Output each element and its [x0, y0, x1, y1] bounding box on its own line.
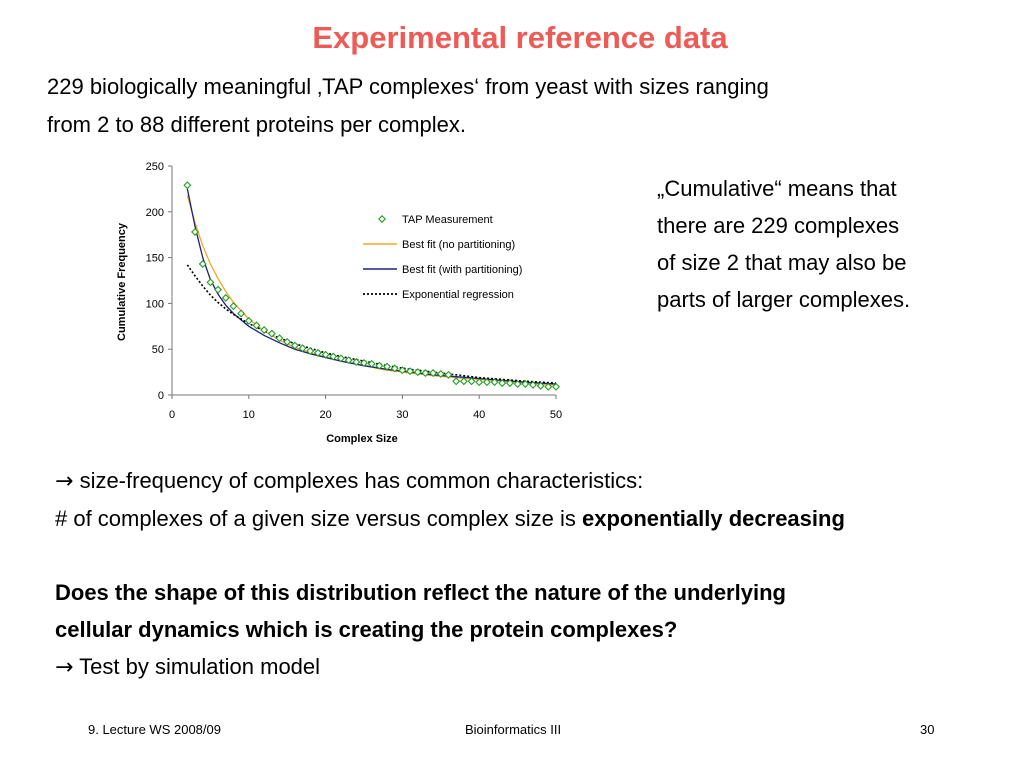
data-point	[413, 368, 422, 377]
data-point	[191, 227, 200, 236]
main-text: → size-frequency of complexes has common…	[55, 462, 1015, 686]
data-point	[452, 377, 461, 386]
slide-title: Experimental reference data	[312, 20, 728, 55]
data-point	[321, 350, 330, 359]
data-point	[283, 337, 292, 346]
data-point	[459, 377, 468, 386]
data-point	[244, 316, 253, 325]
x-tick-label: 10	[243, 409, 255, 421]
data-point	[398, 366, 407, 375]
data-point	[552, 382, 560, 391]
footer-course: Bioinformatics III	[465, 722, 562, 737]
data-point	[406, 367, 415, 376]
question-line-1: Does the shape of this distribution refl…	[55, 580, 786, 605]
test-line-text: Test by simulation model	[79, 654, 321, 679]
data-point	[344, 356, 353, 365]
data-point	[275, 334, 284, 343]
y-axis-title: Cumulative Frequency	[116, 222, 128, 341]
test-line: → Test by simulation model	[55, 648, 1015, 686]
x-tick-label: 50	[550, 409, 562, 421]
footer-lecture: 9. Lecture WS 2008/09	[88, 722, 221, 737]
data-point	[467, 377, 476, 386]
data-point	[544, 382, 553, 391]
data-point	[290, 341, 299, 350]
data-point	[383, 362, 392, 371]
note-line-1: „Cumulative“ means that	[657, 176, 897, 201]
point-2-bold: exponentially decreasing	[582, 506, 845, 531]
data-point	[329, 352, 338, 361]
chart-svg: 0 50 100 150 200 250 0 10 20 30 40 50 Cumulative Fr…	[116, 161, 562, 445]
question-line-2: cellular dynamics which is creating the …	[55, 617, 678, 642]
data-point	[260, 325, 269, 334]
footer-page-number: 30	[920, 722, 935, 737]
y-tick-label: 0	[158, 390, 164, 402]
best-fit-with-partitioning-line	[186, 188, 557, 385]
point-1: → size-frequency of complexes has common…	[55, 462, 1015, 500]
point-2: # of complexes of a given size versus co…	[55, 500, 1015, 537]
data-point	[390, 364, 399, 373]
data-point	[482, 378, 491, 387]
data-point	[306, 347, 315, 356]
intro-text: 229 biologically meaningful ‚TAP complex…	[47, 68, 967, 144]
data-point	[206, 278, 215, 287]
cumulative-note: „Cumulative“ means that there are 229 co…	[657, 170, 987, 318]
cumulative-frequency-chart: 0 50 100 150 200 250 0 10 20 30 40 50 Cumulative Fr…	[108, 154, 578, 450]
data-point	[367, 359, 376, 368]
arrow-icon: →	[55, 469, 74, 494]
data-point	[505, 379, 514, 388]
data-point	[475, 378, 484, 387]
y-tick-label: 150	[146, 253, 164, 265]
data-point	[436, 369, 445, 378]
data-point	[198, 260, 207, 268]
data-point	[490, 378, 499, 387]
data-point	[352, 358, 361, 367]
x-tick-label: 30	[396, 409, 408, 421]
chart-legend: TAP Measurement Best fit (no partitioning…	[363, 214, 522, 301]
data-point	[237, 309, 246, 318]
data-point	[536, 381, 545, 390]
data-point	[221, 293, 230, 302]
data-point	[421, 369, 430, 377]
legend-label: Exponential regression	[402, 289, 514, 301]
data-point	[183, 181, 192, 190]
x-tick-label: 20	[319, 409, 331, 421]
intro-line-2: from 2 to 88 different proteins per comp…	[47, 112, 467, 137]
data-point	[298, 344, 307, 353]
y-tick-label: 200	[146, 207, 164, 219]
legend-label: Best fit (no partitioning)	[402, 239, 515, 251]
data-point	[429, 369, 438, 377]
data-point	[375, 361, 384, 370]
legend-label: Best fit (with partitioning)	[402, 264, 522, 276]
intro-line-1: 229 biologically meaningful ‚TAP complex…	[47, 74, 769, 99]
note-line-3: of size 2 that may also be	[657, 250, 907, 275]
data-point	[513, 380, 522, 388]
arrow-icon: →	[55, 655, 74, 680]
legend-label: TAP Measurement	[402, 214, 493, 226]
data-point	[214, 285, 223, 294]
x-axis-title: Complex Size	[326, 433, 398, 445]
data-point	[360, 358, 368, 367]
note-line-2: there are 229 complexes	[657, 213, 900, 238]
data-point	[313, 348, 322, 357]
data-point	[267, 329, 276, 338]
data-point	[521, 380, 530, 388]
data-point	[229, 302, 238, 311]
point-1-text: size-frequency of complexes has common c…	[79, 468, 644, 493]
data-point	[252, 321, 261, 330]
x-tick-label: 40	[473, 409, 485, 421]
legend-marker	[378, 215, 386, 223]
data-point	[444, 370, 453, 379]
data-point	[528, 380, 537, 389]
x-tick-label: 0	[169, 409, 175, 421]
data-point	[498, 379, 507, 388]
y-tick-label: 250	[146, 161, 164, 173]
chart-axes	[171, 166, 556, 396]
note-line-4: parts of larger complexes.	[657, 287, 911, 312]
y-tick-label: 50	[152, 344, 164, 356]
data-point	[336, 354, 345, 363]
point-2-text: # of complexes of a given size versus co…	[55, 506, 583, 531]
y-tick-label: 100	[146, 298, 164, 310]
